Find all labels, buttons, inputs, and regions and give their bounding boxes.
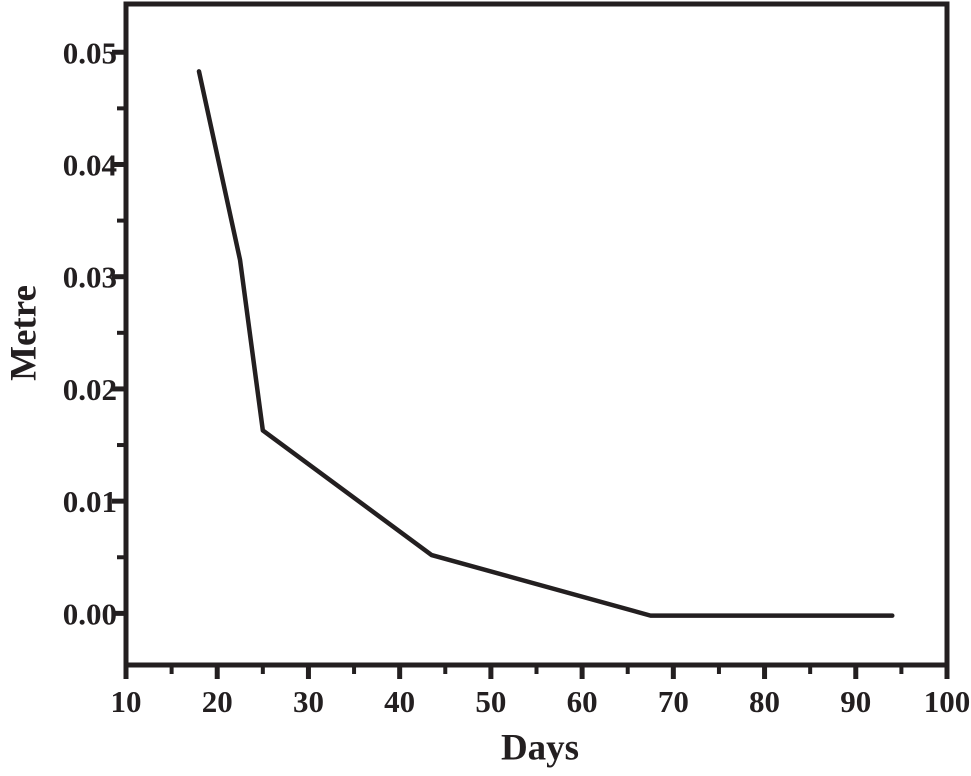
x-tick-label-80: 80: [749, 684, 780, 719]
y-tick-label-0.02: 0.02: [63, 372, 117, 407]
y-tick-label-0.03: 0.03: [63, 260, 117, 295]
y-tick-label-0.00: 0.00: [63, 596, 117, 631]
x-tick-label-90: 90: [840, 684, 871, 719]
x-tick-label-60: 60: [567, 684, 598, 719]
y-tick-label-0.04: 0.04: [63, 147, 117, 182]
x-tick-label-30: 30: [293, 684, 324, 719]
x-tick-label-40: 40: [384, 684, 415, 719]
x-tick-label-50: 50: [475, 684, 506, 719]
x-tick-label-10: 10: [111, 684, 142, 719]
x-tick-label-20: 20: [202, 684, 233, 719]
data-line-series: [196, 69, 895, 618]
y-axis-label: Metre: [3, 285, 45, 381]
y-tick-label-0.05: 0.05: [63, 35, 117, 70]
x-tick-label-100: 100: [924, 684, 971, 719]
x-tick-label-70: 70: [658, 684, 689, 719]
plot-frame: [123, 1, 950, 668]
y-tick-label-0.01: 0.01: [63, 484, 117, 519]
x-axis-label: Days: [500, 727, 580, 769]
